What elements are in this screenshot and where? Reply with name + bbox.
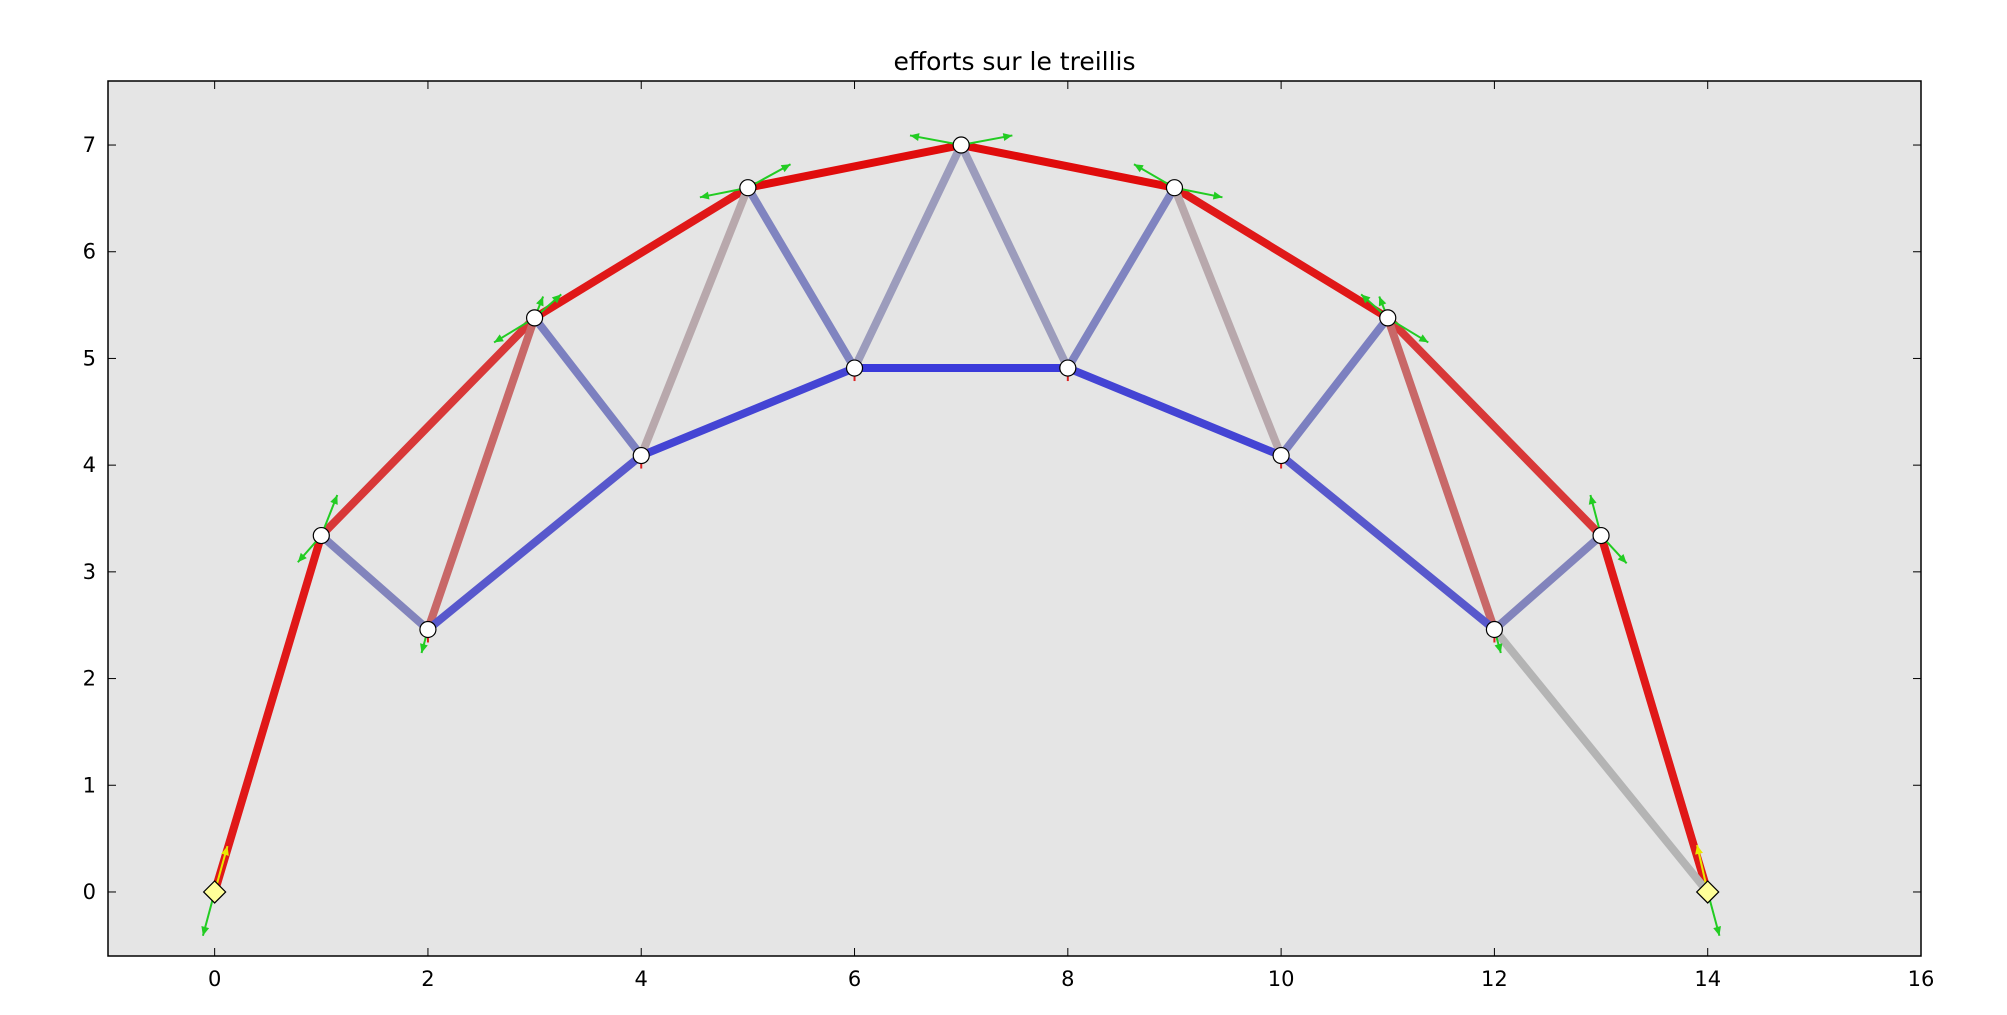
x-tick-label: 16 [1908,967,1935,991]
node-marker-12 [1485,620,1504,639]
truss-members [210,141,1712,895]
truss-member-20 [1491,626,1711,895]
plot-area [108,81,1921,956]
truss-member-14 [957,143,1072,370]
node-marker-5 [739,179,757,197]
truss-member-18 [1383,316,1499,631]
truss-member-15 [1064,185,1178,371]
x-tick-label: 4 [635,967,648,991]
truss-member-21 [425,452,644,633]
x-tick-label: 8 [1061,967,1074,991]
force-arrow-8 [960,133,1013,147]
truss-member-13 [850,143,965,370]
truss-member-22 [639,364,857,460]
truss-member-10 [531,315,645,458]
chart-title: efforts sur le treillis [893,47,1135,76]
truss-member-5 [1172,184,1390,322]
truss-member-6 [1384,315,1604,539]
node-marker-3 [525,309,544,327]
y-tick-label: 4 [83,453,96,477]
node-marker-8 [1059,359,1077,377]
y-tick-label: 5 [83,346,96,370]
truss-nodes [202,136,1720,904]
truss-member-24 [1066,364,1283,460]
x-tick-label: 0 [208,967,221,991]
node-marker-10 [1272,446,1290,465]
truss-member-9 [424,316,539,631]
y-tick-label: 3 [83,560,96,584]
node-marker-7 [952,136,970,154]
truss-member-25 [1278,452,1497,633]
truss-member-3 [747,141,962,192]
y-tick-label: 2 [83,667,96,691]
truss-member-19 [1491,532,1604,633]
y-tick-label: 1 [83,773,96,797]
node-marker-9 [1165,179,1184,197]
truss-member-12 [744,185,858,371]
force-arrow-9 [909,133,962,147]
truss-member-16 [1170,186,1285,458]
x-tick-label: 14 [1694,967,1721,991]
x-tick-label: 6 [848,967,861,991]
y-tick-label: 6 [83,240,96,264]
node-marker-2 [419,620,437,639]
truss-member-1 [318,315,538,539]
y-tick-label: 7 [83,133,96,157]
axes-frame [107,80,1922,957]
truss-member-0 [210,534,326,894]
support-marker-0 [202,880,227,904]
node-marker-1 [312,526,330,545]
truss-member-7 [1597,534,1712,894]
node-marker-6 [845,359,864,377]
node-marker-4 [632,446,650,465]
truss-member-11 [637,186,752,458]
x-tick-label: 12 [1481,967,1508,991]
node-marker-11 [1379,309,1397,327]
node-marker-13 [1592,526,1610,545]
truss-member-2 [532,184,750,322]
x-tick-label: 10 [1268,967,1295,991]
support-marker-14 [1695,880,1720,904]
truss-member-17 [1277,315,1391,458]
truss-member-8 [318,532,431,633]
x-tick-label: 2 [421,967,434,991]
y-tick-label: 0 [83,880,96,904]
truss-member-4 [960,141,1176,192]
